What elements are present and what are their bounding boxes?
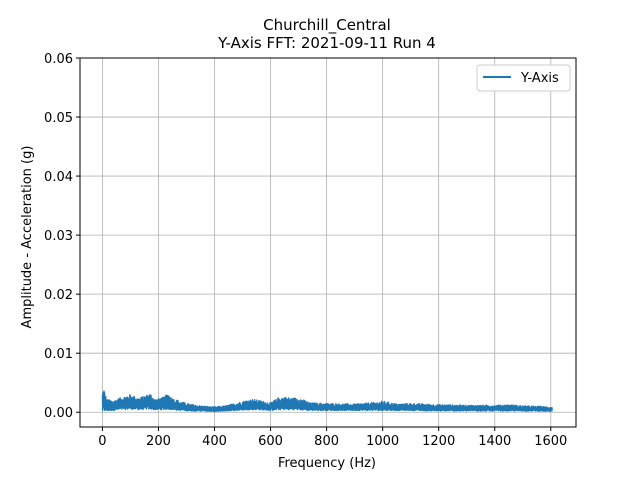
plot-frame xyxy=(79,57,577,428)
y-tick-label: 0.01 xyxy=(44,347,73,362)
legend-box xyxy=(476,64,571,92)
grid-lines xyxy=(80,57,576,427)
x-axis-ticks: 0 200 400 600 800 1000 1200 1400 1600 xyxy=(98,427,567,449)
x-tick-label: 1600 xyxy=(534,434,567,449)
y-axis-ticks: 0.00 0.01 0.02 0.03 0.04 0.05 0.06 xyxy=(44,52,80,421)
plot-area xyxy=(80,58,576,427)
x-tick-label: 600 xyxy=(258,434,283,449)
x-tick-label: 1200 xyxy=(422,434,455,449)
x-tick-label: 400 xyxy=(202,434,227,449)
chart-title: Churchill_Central xyxy=(263,16,391,35)
series-line-y-axis xyxy=(101,390,553,413)
x-tick-label: 200 xyxy=(146,434,171,449)
legend: Y-Axis xyxy=(476,64,571,92)
y-tick-label: 0.00 xyxy=(44,406,73,421)
y-axis-label: Amplitude - Acceleration (g) xyxy=(20,146,35,329)
x-tick-label: 1000 xyxy=(366,434,399,449)
chart-subtitle: Y-Axis FFT: 2021-09-11 Run 4 xyxy=(217,34,436,52)
x-tick-label: 1400 xyxy=(478,434,511,449)
y-tick-label: 0.05 xyxy=(44,111,73,126)
y-tick-label: 0.03 xyxy=(44,229,73,244)
x-tick-label: 800 xyxy=(314,434,339,449)
y-tick-label: 0.04 xyxy=(44,170,73,185)
y-tick-label: 0.06 xyxy=(44,52,73,67)
y-tick-label: 0.02 xyxy=(44,288,73,303)
x-tick-label: 0 xyxy=(98,434,106,449)
legend-entry-y-axis: Y-Axis xyxy=(520,71,559,86)
x-axis-label: Frequency (Hz) xyxy=(278,456,376,471)
series-layer xyxy=(101,390,553,413)
